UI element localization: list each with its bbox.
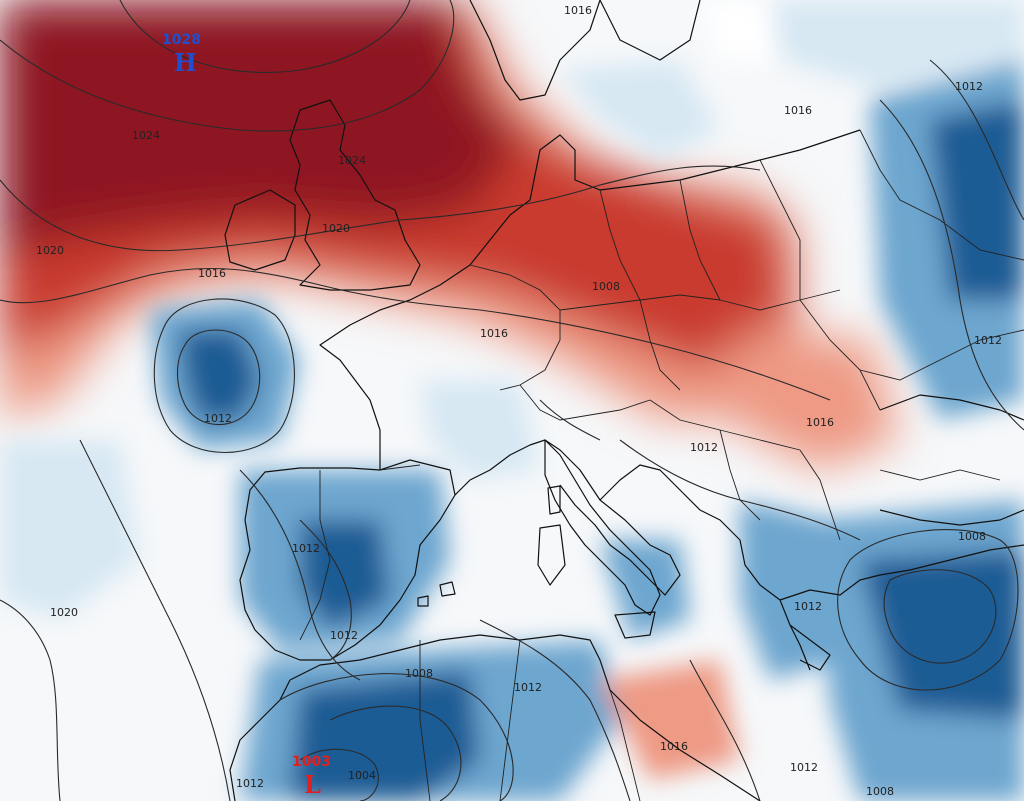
- warm-anomaly: [0, 0, 900, 470]
- isobar-labels: 1024 1024 1020 1020 1016 1016 1012 1016 …: [36, 4, 1002, 798]
- isobar-label: 1012: [690, 441, 718, 454]
- isobar-label: 1016: [564, 4, 592, 17]
- low-pressure-center: 1003 L: [292, 754, 331, 799]
- isobar-label: 1012: [514, 681, 542, 694]
- isobar-label: 1012: [292, 542, 320, 555]
- isobar-label: 1012: [790, 761, 818, 774]
- high-pressure-value: 1028: [162, 32, 201, 48]
- isobar-label: 1016: [480, 327, 508, 340]
- isobar-label: 1008: [405, 667, 433, 680]
- isobar-label: 1024: [132, 129, 160, 142]
- high-pressure-center: 1028 H: [162, 32, 201, 77]
- isobar-label: 1024: [338, 154, 366, 167]
- isobar-label: 1008: [958, 530, 986, 543]
- isobar-label: 1012: [794, 600, 822, 613]
- isobar-label: 1012: [236, 777, 264, 790]
- isobar-label: 1020: [36, 244, 64, 257]
- high-pressure-symbol: H: [174, 48, 197, 77]
- isobar-label: 1020: [50, 606, 78, 619]
- low-pressure-value: 1003: [292, 754, 331, 770]
- isobar-label: 1016: [784, 104, 812, 117]
- isobar-label: 1016: [660, 740, 688, 753]
- coastlines: [224, 0, 1024, 801]
- low-pressure-symbol: L: [304, 770, 321, 799]
- isobar-label: 1020: [322, 222, 350, 235]
- isobar-label: 1012: [955, 80, 983, 93]
- isobar-label: 1012: [204, 412, 232, 425]
- isobar-label: 1008: [866, 785, 894, 798]
- isobar-label: 1012: [974, 334, 1002, 347]
- isobar-label: 1012: [330, 629, 358, 642]
- isobar-label: 1008: [592, 280, 620, 293]
- isobar-label: 1016: [198, 267, 226, 280]
- country-borders: [299, 129, 1024, 801]
- isobar-label: 1004: [348, 769, 376, 782]
- isobar-label: 1016: [806, 416, 834, 429]
